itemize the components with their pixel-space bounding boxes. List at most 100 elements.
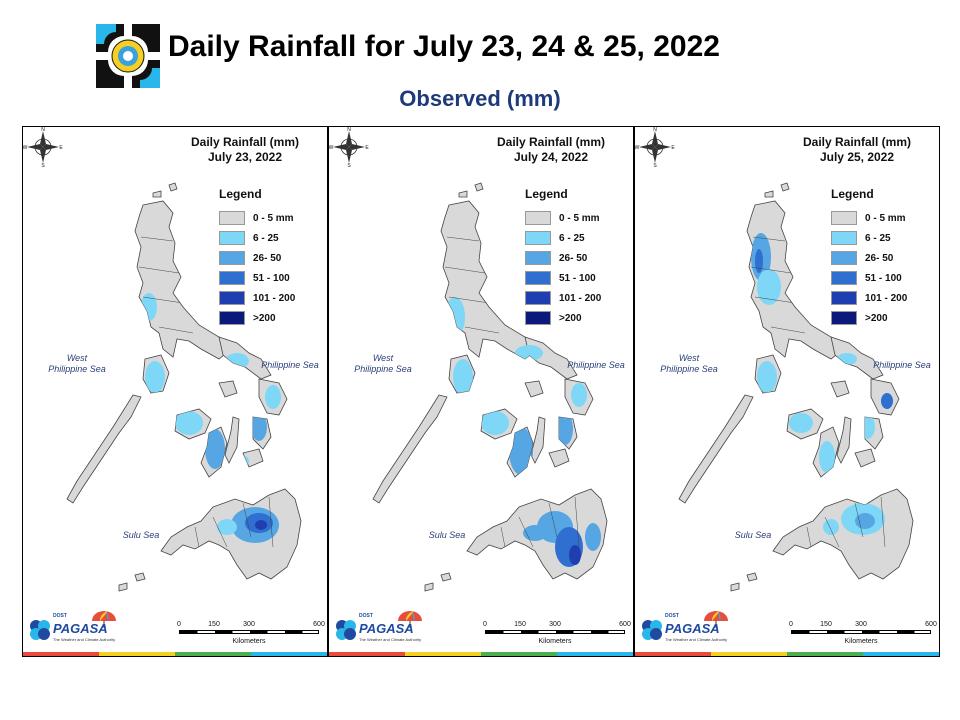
island-sulu2 xyxy=(730,582,740,592)
header: Daily Rainfall for July 23, 24 & 25, 202… xyxy=(0,0,960,120)
page-subtitle: Observed (mm) xyxy=(399,86,561,111)
island-sulu1 xyxy=(440,572,452,582)
rainfall-zone xyxy=(837,353,857,365)
province-boundary xyxy=(158,326,194,334)
rainfall-zone xyxy=(515,345,543,361)
compass-rose-icon: N S W E xyxy=(23,127,63,167)
island-north1 xyxy=(474,182,484,192)
color-stripe xyxy=(23,652,327,656)
legend-swatch xyxy=(831,211,857,225)
province-boundary xyxy=(212,516,228,548)
province-boundary xyxy=(446,236,480,242)
svg-text:E: E xyxy=(671,145,675,151)
pagasa-logo: DOST PAGASA The Weather and Climate Auth… xyxy=(641,609,731,649)
rainfall-zone xyxy=(523,525,547,541)
rainfall-zone xyxy=(789,413,813,433)
province-boundary xyxy=(268,496,274,548)
map-panel-july-23: N S W E Daily Rainfall (mm) July 23, 202… xyxy=(22,126,328,657)
province-boundary xyxy=(138,266,180,274)
svg-text:W: W xyxy=(23,145,28,151)
legend-item: 6 - 25 xyxy=(831,228,931,248)
rainfall-zone xyxy=(233,455,249,467)
legend-swatch xyxy=(219,311,245,325)
rainfall-zone xyxy=(265,385,281,409)
legend-swatch xyxy=(219,231,245,245)
rainfall-zone xyxy=(755,249,763,273)
rainfall-zone xyxy=(557,413,573,445)
umbrella-icon xyxy=(92,611,116,628)
legend-swatch xyxy=(525,251,551,265)
island-sulu1 xyxy=(746,572,758,582)
west-sea-label: West Philippine Sea xyxy=(354,353,412,374)
legend-swatch xyxy=(831,291,857,305)
island-masbate xyxy=(524,380,544,398)
map-panels: N S W E Daily Rainfall (mm) July 23, 202… xyxy=(22,126,940,657)
panel-title-line1: Daily Rainfall (mm) xyxy=(496,135,606,149)
legend-label: >200 xyxy=(559,312,582,324)
island-bohol xyxy=(854,448,876,468)
rainfall-zone xyxy=(757,269,781,305)
compass-rose-icon: N S W E xyxy=(635,127,675,167)
compass-rose-icon: N S W E xyxy=(329,127,369,167)
province-boundary xyxy=(194,526,200,548)
legend-label: 0 - 5 mm xyxy=(559,212,600,224)
legend-swatch xyxy=(219,271,245,285)
legend-label: 51 - 100 xyxy=(865,272,902,284)
pagasa-logo: DOST PAGASA The Weather and Climate Auth… xyxy=(29,609,119,649)
svg-text:S: S xyxy=(653,163,657,167)
island-sulu2 xyxy=(424,582,434,592)
legend-item: 26- 50 xyxy=(831,248,931,268)
legend-item: 51 - 100 xyxy=(831,268,931,288)
island-luzon xyxy=(746,200,842,360)
legend-label: 26- 50 xyxy=(559,252,588,264)
island-bohol xyxy=(548,448,570,468)
panel-title-line1: Daily Rainfall (mm) xyxy=(190,135,300,149)
province-boundary xyxy=(518,516,534,548)
island-luzon xyxy=(134,200,230,360)
province-boundary xyxy=(824,516,840,548)
sulu-sea-label: Sulu Sea xyxy=(122,530,160,540)
legend-swatch xyxy=(831,231,857,245)
province-boundary xyxy=(464,326,500,334)
pagasa-logo: DOST PAGASA The Weather and Climate Auth… xyxy=(335,609,425,649)
rainfall-zone xyxy=(569,545,581,565)
svg-text:E: E xyxy=(59,145,63,151)
province-boundary xyxy=(142,296,184,304)
province-boundary xyxy=(500,526,506,548)
legend-label: 51 - 100 xyxy=(253,272,290,284)
island-palawan xyxy=(66,394,142,504)
legend-label: 6 - 25 xyxy=(253,232,279,244)
west-sea-label: West Philippine Sea xyxy=(660,353,718,374)
legend-swatch xyxy=(525,211,551,225)
province-boundary xyxy=(854,502,864,538)
svg-text:N: N xyxy=(347,127,351,133)
province-boundary xyxy=(806,526,812,548)
province-boundary xyxy=(750,266,792,274)
color-stripe xyxy=(329,652,633,656)
legend: Legend 0 - 5 mm 6 - 25 26- 50 51 - 100 101 - … xyxy=(219,187,319,328)
philippines-map xyxy=(66,182,302,592)
panel-title: Daily Rainfall (mm) July 25, 2022 xyxy=(787,135,927,165)
rainfall-zone xyxy=(859,415,875,439)
svg-text:N: N xyxy=(653,127,657,133)
rainfall-zone xyxy=(481,411,509,435)
province-boundary xyxy=(448,296,490,304)
legend-item: 0 - 5 mm xyxy=(525,208,625,228)
province-boundary xyxy=(754,296,796,304)
pagasa-emblem-icon xyxy=(642,620,662,640)
legend-swatch xyxy=(831,251,857,265)
legend: Legend 0 - 5 mm 6 - 25 26- 50 51 - 100 101 - … xyxy=(525,187,625,328)
legend-label: 101 - 200 xyxy=(253,292,296,304)
rainfall-zone xyxy=(453,359,473,395)
legend-swatch xyxy=(525,271,551,285)
island-masbate xyxy=(830,380,850,398)
sulu-sea-label: Sulu Sea xyxy=(428,530,466,540)
rainfall-zone xyxy=(881,393,893,409)
sulu-sea-label: Sulu Sea xyxy=(734,530,772,540)
legend-item: 0 - 5 mm xyxy=(831,208,931,228)
svg-text:S: S xyxy=(347,163,351,167)
legend-label: 26- 50 xyxy=(865,252,894,264)
island-cebu xyxy=(224,416,240,464)
legend-item: 51 - 100 xyxy=(525,268,625,288)
rainfall-zone xyxy=(145,361,165,393)
